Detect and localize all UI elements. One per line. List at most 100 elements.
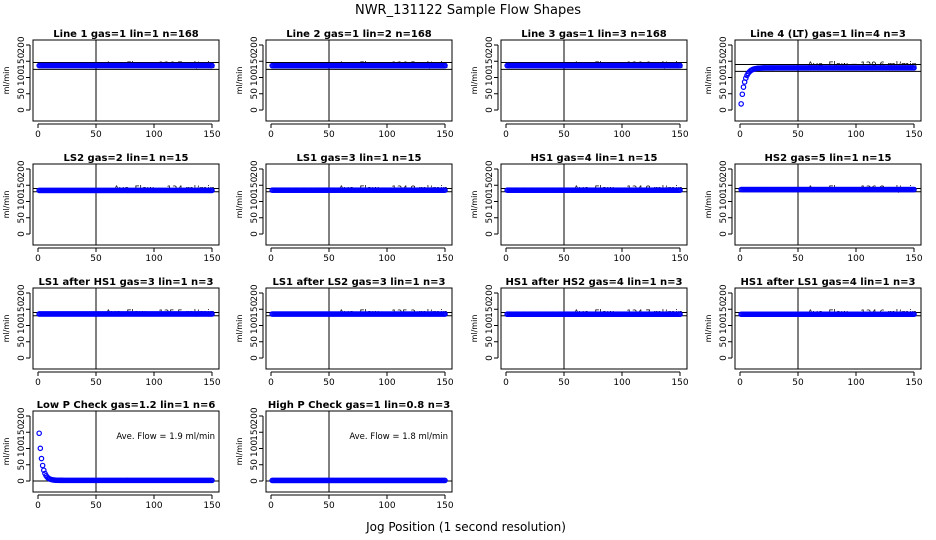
- x-tick-label: 100: [145, 254, 162, 264]
- x-tick-label: 100: [378, 254, 395, 264]
- plot-area: Ave. Flow = 129.6 ml/min: [735, 40, 921, 121]
- x-tick-label: 100: [613, 254, 630, 264]
- x-tick-label: 50: [323, 378, 335, 388]
- y-tick-label: 50: [250, 459, 260, 471]
- y-tick-label: 200: [17, 36, 27, 53]
- panel-title: Line 1 gas=1 lin=1 n=168: [53, 29, 199, 40]
- data-point: [740, 84, 747, 90]
- x-tick-label: 0: [35, 501, 41, 511]
- y-tick-label: 150: [485, 52, 495, 69]
- data-point: [738, 101, 744, 107]
- x-tick-label: 150: [671, 378, 688, 388]
- x-tick-label: 100: [145, 130, 162, 140]
- panel-title: Line 3 gas=1 lin=3 n=168: [521, 29, 667, 40]
- x-axis: 0 50 100 150: [35, 123, 221, 140]
- y-axis-label: ml/min: [704, 191, 713, 219]
- y-tick-label: 0: [250, 231, 260, 237]
- plot-frame: [265, 39, 453, 122]
- plot-area: Ave. Flow = 136.5 ml/min: [266, 40, 452, 121]
- y-tick-label: 200: [719, 36, 729, 53]
- y-tick-label: 100: [250, 440, 260, 457]
- x-tick-label: 50: [323, 501, 335, 511]
- y-axis-label: ml/min: [704, 315, 713, 343]
- panel-title: HS1 after HS2 gas=4 lin=1 n=3: [505, 277, 682, 288]
- x-tick-label: 150: [905, 378, 922, 388]
- plot-area: Ave. Flow = 136.7 ml/min: [33, 40, 219, 121]
- y-tick-label: 150: [719, 300, 729, 317]
- x-tick-label: 150: [203, 130, 220, 140]
- panel-title: LS1 after LS2 gas=3 lin=1 n=3: [272, 277, 445, 288]
- y-tick-label: 50: [17, 212, 27, 224]
- x-axis: 0 50 100 150: [503, 123, 689, 140]
- plot-frame: [32, 39, 220, 122]
- plot-frame: [734, 39, 922, 122]
- y-axis-label: ml/min: [2, 438, 11, 466]
- x-axis: 0 50 100 150: [737, 371, 923, 388]
- y-tick-label: 100: [719, 69, 729, 86]
- y-tick-label: 200: [485, 36, 495, 53]
- plot-frame: [32, 163, 220, 246]
- x-tick-label: 50: [90, 378, 102, 388]
- x-tick-label: 150: [436, 501, 453, 511]
- data-point: [742, 75, 749, 82]
- y-tick-label: 50: [17, 459, 27, 471]
- y-tick-label: 0: [719, 355, 729, 361]
- y-tick-label: 150: [485, 176, 495, 193]
- x-axis: 0 50 100 150: [268, 494, 454, 511]
- y-tick-label: 200: [719, 160, 729, 177]
- y-axis-label: ml/min: [235, 67, 244, 95]
- y-tick-label: 0: [485, 231, 495, 237]
- data-point: [739, 91, 746, 98]
- plot-frame: [500, 287, 688, 370]
- y-axis-label: ml/min: [235, 438, 244, 466]
- y-tick-label: 200: [250, 284, 260, 301]
- y-axis-label: ml/min: [2, 67, 11, 95]
- y-tick-label: 100: [17, 193, 27, 210]
- x-tick-label: 50: [90, 130, 102, 140]
- panel-title: Line 4 (LT) gas=1 lin=4 n=3: [750, 29, 906, 40]
- data-point: [40, 467, 47, 474]
- x-tick-label: 50: [558, 130, 570, 140]
- x-tick-label: 100: [847, 130, 864, 140]
- x-tick-label: 0: [503, 378, 509, 388]
- y-tick-label: 100: [485, 317, 495, 334]
- panel-title: LS2 gas=2 lin=1 n=15: [64, 153, 189, 164]
- data-point: [442, 187, 448, 193]
- x-axis: 0 50 100 150: [737, 247, 923, 264]
- y-tick-label: 0: [485, 355, 495, 361]
- panel-title: Low P Check gas=1.2 lin=1 n=6: [37, 400, 216, 411]
- average-flow-annotation: Ave. Flow = 1.9 ml/min: [116, 432, 215, 442]
- plot-frame: [265, 163, 453, 246]
- figure-title: NWR_131122 Sample Flow Shapes: [355, 3, 581, 18]
- data-point: [442, 477, 448, 484]
- x-tick-label: 100: [145, 501, 162, 511]
- x-tick-label: 150: [203, 254, 220, 264]
- y-axis-label: ml/min: [470, 315, 479, 343]
- x-tick-label: 100: [847, 378, 864, 388]
- plot-frame: [32, 287, 220, 370]
- data-point: [442, 311, 448, 317]
- x-axis: 0 50 100 150: [268, 371, 454, 388]
- y-tick-label: 200: [719, 284, 729, 301]
- y-tick-label: 200: [485, 284, 495, 301]
- x-tick-label: 150: [203, 501, 220, 511]
- x-tick-label: 0: [268, 378, 274, 388]
- x-tick-label: 0: [503, 130, 509, 140]
- x-tick-label: 150: [436, 254, 453, 264]
- plot-area: Ave. Flow = 136.8 ml/min: [735, 164, 921, 245]
- y-axis-label: ml/min: [235, 191, 244, 219]
- x-tick-label: 0: [35, 130, 41, 140]
- panel-13: Low P Check gas=1.2 lin=1 n=6 Ave. Flow =…: [2, 400, 221, 511]
